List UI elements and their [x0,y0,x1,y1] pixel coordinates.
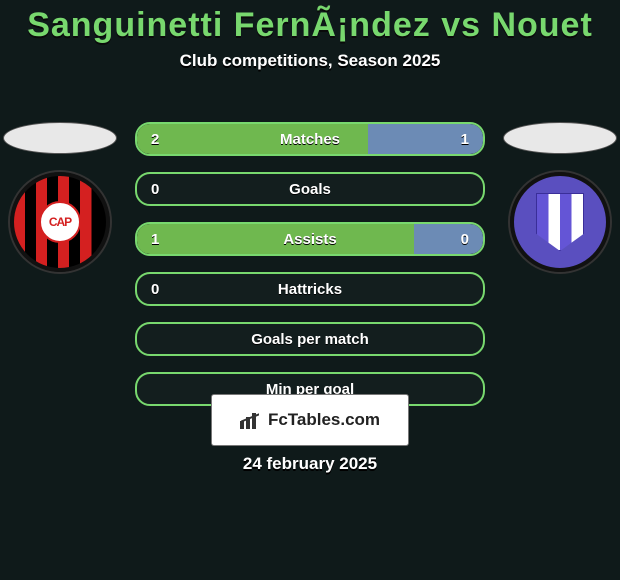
chart-icon [240,411,262,429]
page-subtitle: Club competitions, Season 2025 [0,51,620,71]
brand-badge[interactable]: FcTables.com [212,395,408,445]
stats-container: Matches21Goals0Assists10Hattricks0Goals … [135,122,485,422]
stat-right-value: 1 [461,124,469,154]
stat-label: Goals [137,174,483,204]
stat-row: Goals0 [135,172,485,206]
left-player-panel [0,122,120,272]
left-avatar-placeholder [3,122,117,154]
stat-row: Assists1 0 [135,222,485,256]
stat-row: Matches2 1 [135,122,485,156]
stat-row: Goals per match [135,322,485,356]
brand-label: FcTables.com [268,410,380,430]
page-title: Sanguinetti FernÃ¡ndez vs Nouet [0,0,620,45]
stat-label: Matches [137,124,483,154]
stat-left-value: 2 [151,124,159,154]
date-label: 24 february 2025 [0,454,620,474]
right-club-badge [510,172,610,272]
stat-label: Assists [137,224,483,254]
stat-right-value: 0 [461,224,469,254]
stat-left-value: 0 [151,174,159,204]
left-club-badge [10,172,110,272]
stat-left-value: 1 [151,224,159,254]
right-player-panel [500,122,620,272]
right-avatar-placeholder [503,122,617,154]
stat-label: Hattricks [137,274,483,304]
stat-label: Goals per match [137,324,483,354]
stat-row: Hattricks0 [135,272,485,306]
stat-left-value: 0 [151,274,159,304]
